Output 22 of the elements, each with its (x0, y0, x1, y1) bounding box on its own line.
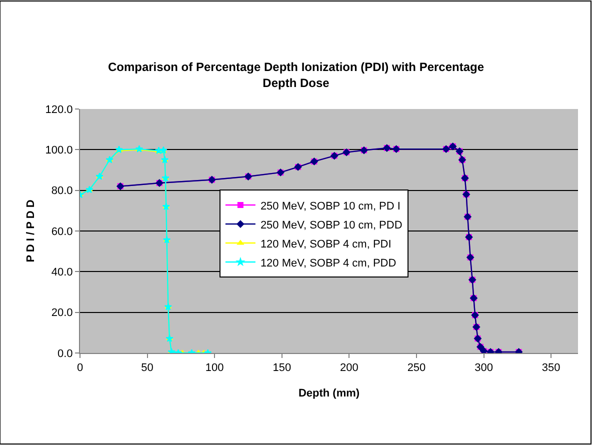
y-tick-label: 40.0 (51, 266, 73, 279)
y-tick-label: 0.0 (58, 348, 73, 360)
legend-label: 250 MeV, SOBP 10 cm, PDD (260, 219, 402, 232)
x-tick-label: 0 (76, 362, 84, 374)
legend-label: 120 MeV, SOBP 4 cm, PDI (260, 238, 392, 250)
y-tick-label: 100.0 (45, 144, 73, 157)
x-tick-label: 150 (272, 362, 292, 374)
x-axis-title: Depth (mm) (298, 387, 360, 400)
x-tick-label: 50 (141, 362, 154, 374)
y-tick-label: 20.0 (51, 307, 73, 320)
y-tick-label: 80.0 (51, 185, 73, 198)
x-tick-label: 200 (340, 362, 358, 374)
x-tick-label: 350 (542, 362, 560, 374)
y-tick-label: 120.0 (45, 104, 73, 116)
x-tick-label: 300 (474, 362, 493, 374)
chart-title: Comparison of Percentage Depth Ionization (PDI) with Percentage Depth Dose (108, 60, 484, 90)
legend-label: 250 MeV, SOBP 10 cm, PD I (260, 200, 400, 212)
legend-label: 120 MeV, SOBP 4 cm, PDD (260, 257, 396, 270)
y-tick-label: 60.0 (51, 226, 73, 238)
x-tick-label: 100 (205, 362, 224, 374)
y-axis-title: P D I / P D D (24, 200, 37, 262)
x-tick-label: 250 (407, 362, 426, 374)
